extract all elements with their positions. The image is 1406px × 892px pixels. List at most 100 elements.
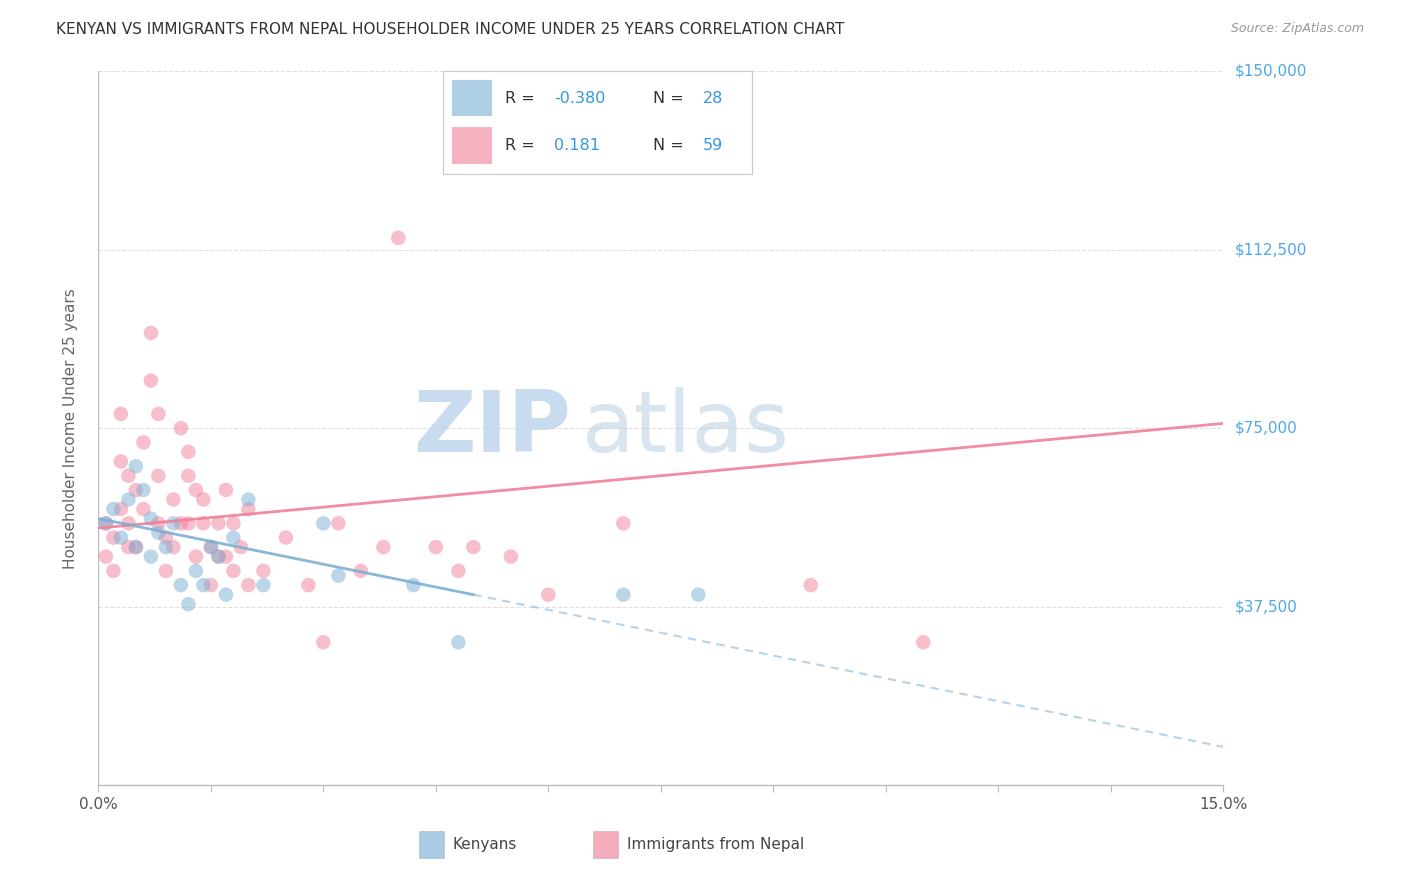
Point [117, 468, 139, 483]
Point [207, 549, 229, 564]
Point [170, 421, 193, 435]
Point [193, 492, 215, 507]
Point [148, 525, 170, 540]
Point [132, 483, 155, 497]
Point [125, 459, 148, 474]
Point [912, 635, 935, 649]
Point [125, 483, 148, 497]
Point [373, 540, 395, 554]
Text: Source: ZipAtlas.com: Source: ZipAtlas.com [1230, 22, 1364, 36]
Point [155, 564, 177, 578]
Point [222, 564, 245, 578]
Point [125, 540, 148, 554]
Point [139, 549, 162, 564]
Point [350, 564, 373, 578]
Point [425, 540, 447, 554]
Point [447, 564, 470, 578]
Point [238, 492, 260, 507]
FancyBboxPatch shape [593, 830, 619, 858]
Point [312, 635, 335, 649]
Text: Kenyans: Kenyans [453, 837, 517, 852]
Point [184, 549, 207, 564]
Point [215, 549, 238, 564]
Point [215, 588, 238, 602]
Point [297, 578, 319, 592]
Point [110, 454, 132, 468]
Point [162, 540, 184, 554]
Point [110, 407, 132, 421]
Point [125, 540, 148, 554]
Point [274, 531, 297, 545]
Point [447, 635, 470, 649]
Point [193, 516, 215, 531]
FancyBboxPatch shape [453, 79, 492, 117]
Point [94, 549, 117, 564]
Point [184, 483, 207, 497]
Point [800, 578, 823, 592]
Point [117, 516, 139, 531]
Point [177, 468, 200, 483]
Text: R =: R = [505, 137, 540, 153]
Point [162, 492, 184, 507]
Point [612, 588, 634, 602]
Point [177, 597, 200, 611]
Text: KENYAN VS IMMIGRANTS FROM NEPAL HOUSEHOLDER INCOME UNDER 25 YEARS CORRELATION CH: KENYAN VS IMMIGRANTS FROM NEPAL HOUSEHOL… [56, 22, 845, 37]
Point [238, 578, 260, 592]
Point [312, 516, 335, 531]
Point [222, 531, 245, 545]
Point [148, 468, 170, 483]
Point [148, 407, 170, 421]
Point [402, 578, 425, 592]
Text: Immigrants from Nepal: Immigrants from Nepal [627, 837, 804, 852]
Point [162, 516, 184, 531]
Text: 28: 28 [703, 90, 723, 105]
Point [139, 511, 162, 525]
Point [103, 531, 125, 545]
Point [207, 549, 229, 564]
Point [463, 540, 485, 554]
Point [155, 531, 177, 545]
Point [537, 588, 560, 602]
Text: $37,500: $37,500 [1234, 599, 1298, 614]
Point [117, 540, 139, 554]
Text: N =: N = [654, 90, 689, 105]
Point [139, 326, 162, 340]
Point [215, 483, 238, 497]
Point [222, 516, 245, 531]
Point [229, 540, 252, 554]
Text: -0.380: -0.380 [554, 90, 606, 105]
Point [207, 516, 229, 531]
Text: $150,000: $150,000 [1234, 64, 1306, 78]
Text: atlas: atlas [582, 386, 790, 470]
Point [200, 540, 222, 554]
Point [103, 502, 125, 516]
Point [688, 588, 710, 602]
Point [139, 374, 162, 388]
Text: R =: R = [505, 90, 540, 105]
Point [117, 492, 139, 507]
Text: ZIP: ZIP [413, 386, 571, 470]
Y-axis label: Householder Income Under 25 years: Householder Income Under 25 years [63, 288, 77, 568]
Point [177, 445, 200, 459]
Point [110, 531, 132, 545]
Point [200, 578, 222, 592]
Point [499, 549, 522, 564]
FancyBboxPatch shape [453, 127, 492, 163]
Point [193, 578, 215, 592]
Point [132, 502, 155, 516]
Point [612, 516, 634, 531]
Point [155, 540, 177, 554]
Text: 59: 59 [703, 137, 723, 153]
Point [94, 516, 117, 531]
Text: $112,500: $112,500 [1234, 243, 1306, 257]
Point [387, 231, 409, 245]
Point [148, 516, 170, 531]
Text: N =: N = [654, 137, 689, 153]
Point [252, 564, 274, 578]
Point [184, 564, 207, 578]
Point [238, 502, 260, 516]
FancyBboxPatch shape [419, 830, 444, 858]
Text: $75,000: $75,000 [1234, 421, 1298, 435]
Point [170, 516, 193, 531]
Point [110, 502, 132, 516]
